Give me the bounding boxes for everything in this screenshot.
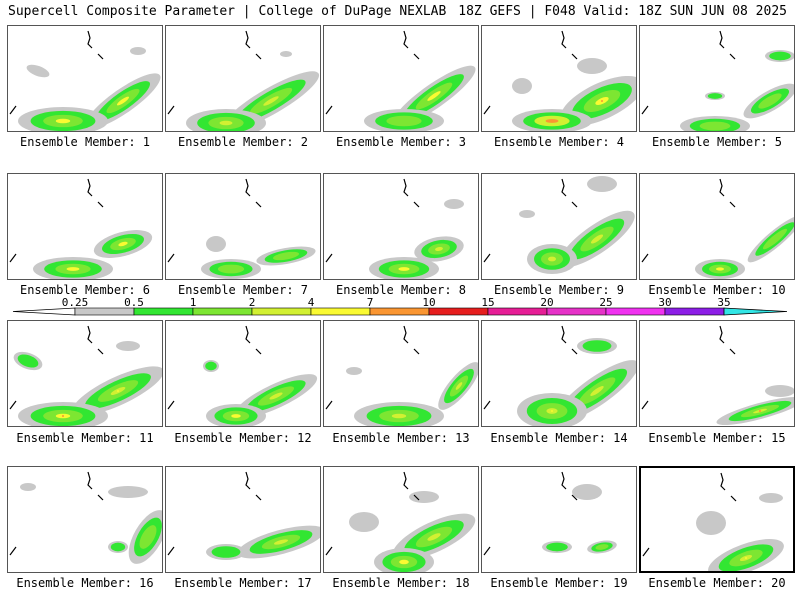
ensemble-member-caption: Ensemble Member: 8 <box>335 283 467 297</box>
ensemble-member-1-map[interactable] <box>7 25 163 132</box>
ensemble-member-caption: Ensemble Member: 11 <box>16 431 154 445</box>
colorbar-tick-label: 2 <box>249 296 256 309</box>
colorbar-segment <box>546 307 607 316</box>
ensemble-member-caption: Ensemble Member: 13 <box>332 431 470 445</box>
ensemble-member-caption: Ensemble Member: 19 <box>490 576 628 590</box>
colorbar-tick-label: 7 <box>367 296 374 309</box>
colorbar-tick-label: 15 <box>481 296 494 309</box>
color-scale-legend: 0.25 0.5 1 2 4 7 10 15 20 25 30 35 <box>12 296 788 316</box>
colorbar-segment <box>74 307 135 316</box>
colorbar-tick-label: 10 <box>422 296 435 309</box>
ensemble-member-caption: Ensemble Member: 18 <box>332 576 470 590</box>
ensemble-member-caption: Ensemble Member: 4 <box>493 135 625 149</box>
ensemble-member-caption: Ensemble Member: 17 <box>174 576 312 590</box>
colorbar-segment <box>487 307 548 316</box>
ensemble-member-17-map[interactable] <box>165 466 321 573</box>
page-title: Supercell Composite Parameter | College … <box>8 4 447 19</box>
ensemble-member-14-map[interactable] <box>481 320 637 427</box>
colorbar-segment <box>310 307 371 316</box>
colorbar-tick-label: 0.5 <box>124 296 144 309</box>
ensemble-member-19-map[interactable] <box>481 466 637 573</box>
ensemble-member-caption: Ensemble Member: 15 <box>648 431 786 445</box>
colorbar-segment <box>251 307 312 316</box>
ensemble-member-caption: Ensemble Member: 5 <box>651 135 783 149</box>
ensemble-member-6-map[interactable] <box>7 173 163 280</box>
ensemble-member-11-map[interactable] <box>7 320 163 427</box>
ensemble-member-caption: Ensemble Member: 12 <box>174 431 312 445</box>
colorbar-tick-label: 35 <box>717 296 730 309</box>
colorbar-tick-label: 0.25 <box>62 296 89 309</box>
colorbar-segment <box>428 307 489 316</box>
colorbar-segment <box>369 307 430 316</box>
colorbar-segment <box>664 307 725 316</box>
ensemble-member-caption: Ensemble Member: 10 <box>648 283 786 297</box>
ensemble-member-caption: Ensemble Member: 3 <box>335 135 467 149</box>
colorbar-tick-label: 4 <box>308 296 315 309</box>
ensemble-member-13-map[interactable] <box>323 320 479 427</box>
ensemble-member-3-map[interactable] <box>323 25 479 132</box>
colorbar-tick-label: 25 <box>599 296 612 309</box>
colorbar-tick-label: 1 <box>190 296 197 309</box>
colorbar-segment <box>605 307 666 316</box>
ensemble-member-caption: Ensemble Member: 7 <box>177 283 309 297</box>
ensemble-member-7-map[interactable] <box>165 173 321 280</box>
colorbar-high-arrow <box>723 307 788 316</box>
ensemble-member-4-map[interactable] <box>481 25 637 132</box>
ensemble-member-9-map[interactable] <box>481 173 637 280</box>
ensemble-member-caption: Ensemble Member: 16 <box>16 576 154 590</box>
run-info: 18Z GEFS | F048 Valid: 18Z SUN JUN 08 20… <box>458 4 787 19</box>
ensemble-member-caption: Ensemble Member: 2 <box>177 135 309 149</box>
colorbar-low-arrow <box>12 307 76 316</box>
colorbar-segment <box>133 307 194 316</box>
ensemble-member-caption: Ensemble Member: 6 <box>19 283 151 297</box>
ensemble-member-10-map[interactable] <box>639 173 795 280</box>
ensemble-member-20-map[interactable] <box>639 466 795 573</box>
ensemble-member-5-map[interactable] <box>639 25 795 132</box>
colorbar-tick-label: 20 <box>540 296 553 309</box>
ensemble-member-caption: Ensemble Member: 20 <box>648 576 786 590</box>
ensemble-member-12-map[interactable] <box>165 320 321 427</box>
ensemble-member-15-map[interactable] <box>639 320 795 427</box>
ensemble-member-18-map[interactable] <box>323 466 479 573</box>
ensemble-member-2-map[interactable] <box>165 25 321 132</box>
ensemble-member-caption: Ensemble Member: 1 <box>19 135 151 149</box>
colorbar-segment <box>192 307 253 316</box>
ensemble-member-caption: Ensemble Member: 9 <box>493 283 625 297</box>
ensemble-member-8-map[interactable] <box>323 173 479 280</box>
ensemble-member-caption: Ensemble Member: 14 <box>490 431 628 445</box>
ensemble-member-16-map[interactable] <box>7 466 163 573</box>
colorbar-tick-label: 30 <box>658 296 671 309</box>
